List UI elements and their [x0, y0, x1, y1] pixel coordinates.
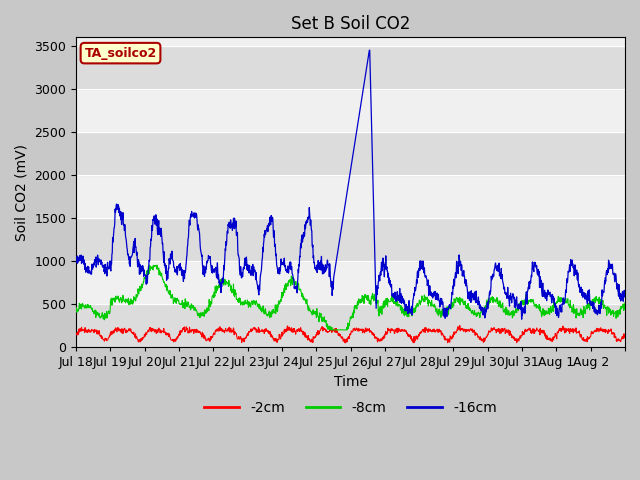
-8cm [615, 310, 623, 316]
-8cm [146, 263, 154, 268]
-8cm [621, 300, 629, 305]
-2cm [158, 328, 166, 334]
-2cm [561, 325, 569, 331]
Y-axis label: Soil CO2 (mV): Soil CO2 (mV) [15, 144, 29, 240]
-2cm [615, 336, 623, 342]
Bar [76, 46, 625, 89]
-16cm [326, 261, 333, 267]
-2cm [621, 332, 629, 338]
Text: TA_soilco2: TA_soilco2 [84, 47, 157, 60]
-2cm [72, 332, 80, 337]
-16cm [621, 294, 629, 300]
Bar [76, 175, 625, 218]
Bar [76, 218, 625, 261]
Bar [76, 261, 625, 304]
-8cm [561, 300, 569, 306]
-8cm [326, 327, 333, 333]
-2cm [326, 327, 333, 333]
Bar [76, 132, 625, 175]
-8cm [337, 327, 344, 333]
Line: -16cm: -16cm [76, 50, 625, 319]
-16cm [561, 297, 569, 302]
-16cm [158, 236, 166, 242]
-2cm [336, 332, 344, 338]
Legend: -2cm, -8cm, -16cm: -2cm, -8cm, -16cm [199, 396, 502, 420]
-2cm [341, 340, 349, 346]
-16cm [72, 260, 80, 265]
-8cm [326, 327, 334, 333]
-16cm [518, 316, 525, 322]
Bar [76, 3, 625, 46]
-8cm [481, 305, 488, 311]
X-axis label: Time: Time [333, 374, 367, 389]
Title: Set B Soil CO2: Set B Soil CO2 [291, 15, 410, 33]
-16cm [480, 312, 488, 318]
Line: -2cm: -2cm [76, 325, 625, 343]
-16cm [365, 48, 373, 53]
-16cm [336, 234, 344, 240]
Bar [76, 89, 625, 132]
-2cm [456, 323, 463, 328]
-16cm [615, 293, 623, 299]
Bar [76, 304, 625, 347]
-2cm [481, 338, 488, 344]
-8cm [159, 275, 166, 280]
Line: -8cm: -8cm [76, 265, 625, 330]
-8cm [72, 309, 80, 314]
